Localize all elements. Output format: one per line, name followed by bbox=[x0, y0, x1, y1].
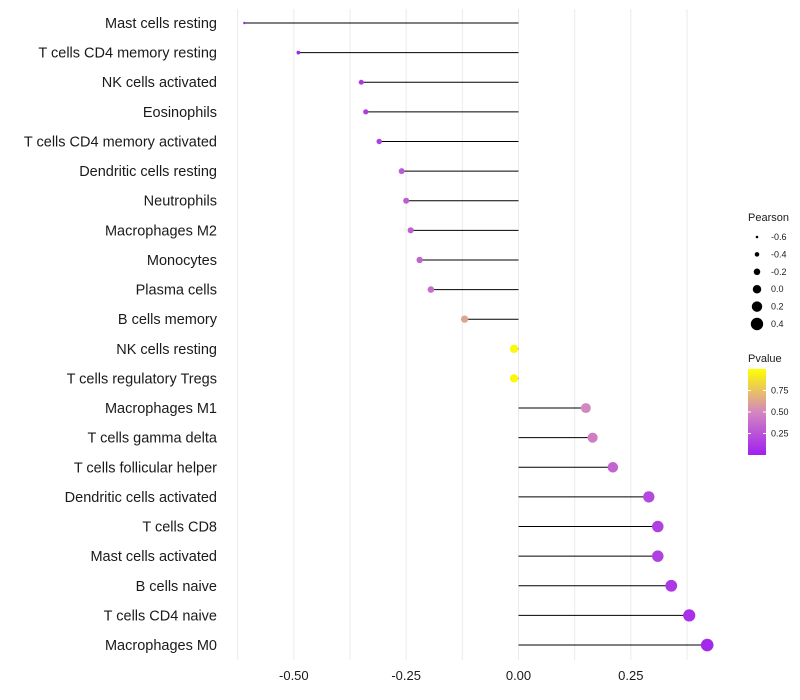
category-label-t-cells-cd4-naive: T cells CD4 naive bbox=[104, 608, 217, 624]
grid-layer bbox=[237, 9, 688, 660]
pvalue-color-legend: Pvalue 0.25 0.50 0.75 bbox=[748, 353, 789, 455]
point-nk-cells-activated[interactable] bbox=[358, 79, 364, 85]
category-label-monocytes: Monocytes bbox=[147, 253, 217, 269]
point-macrophages-m1[interactable] bbox=[580, 403, 591, 414]
pearson-size-legend: Pearson -0.6 -0.4 -0.2 0.0 0.2 0.4 bbox=[748, 212, 789, 331]
category-label-macrophages-m0: Macrophages M0 bbox=[105, 638, 217, 654]
point-t-cells-regulatory-tregs[interactable] bbox=[509, 374, 519, 383]
point-macrophages-m0[interactable] bbox=[700, 638, 714, 652]
point-t-cells-cd8[interactable] bbox=[652, 520, 664, 533]
pvalue-legend-label: 0.50 bbox=[771, 407, 789, 417]
point-t-cells-gamma-delta[interactable] bbox=[587, 432, 598, 443]
pearson-legend-key bbox=[753, 268, 761, 276]
category-label-b-cells-memory: B cells memory bbox=[118, 312, 218, 328]
category-label-plasma-cells: Plasma cells bbox=[136, 283, 217, 299]
point-dendritic-cells-activated[interactable] bbox=[643, 491, 655, 503]
point-plasma-cells[interactable] bbox=[427, 286, 435, 293]
category-label-macrophages-m2: Macrophages M2 bbox=[105, 223, 217, 239]
x-tick-label: -0.25 bbox=[391, 668, 421, 683]
pvalue-colorbar bbox=[748, 369, 766, 455]
x-axis: -0.50 -0.25 0.00 0.25 bbox=[279, 668, 643, 683]
point-eosinophils[interactable] bbox=[363, 109, 369, 115]
x-tick-label: 0.00 bbox=[506, 668, 531, 683]
pearson-legend-label: -0.4 bbox=[771, 249, 787, 259]
pvalue-legend-label: 0.25 bbox=[771, 429, 789, 439]
pearson-legend-key bbox=[754, 252, 760, 257]
point-b-cells-naive[interactable] bbox=[665, 579, 678, 592]
point-mast-cells-resting[interactable] bbox=[243, 21, 246, 25]
category-label-t-cells-gamma-delta: T cells gamma delta bbox=[88, 431, 218, 447]
pearson-legend-label: -0.2 bbox=[771, 267, 787, 277]
category-label-b-cells-naive: B cells naive bbox=[136, 579, 217, 595]
category-label-nk-cells-resting: NK cells resting bbox=[116, 342, 217, 358]
pearson-legend-label: 0.0 bbox=[771, 284, 784, 294]
category-label-neutrophils: Neutrophils bbox=[144, 194, 217, 210]
pearson-legend-title: Pearson bbox=[748, 212, 789, 224]
pearson-legend-key bbox=[750, 317, 764, 331]
point-dendritic-cells-resting[interactable] bbox=[398, 168, 405, 175]
x-tick-label: 0.25 bbox=[618, 668, 643, 683]
category-label-dendritic-cells-activated: Dendritic cells activated bbox=[65, 490, 217, 506]
category-label-dendritic-cells-resting: Dendritic cells resting bbox=[79, 164, 217, 180]
point-layer bbox=[243, 21, 714, 652]
stem-layer bbox=[244, 22, 708, 646]
point-t-cells-cd4-memory-activated[interactable] bbox=[376, 138, 382, 145]
category-label-macrophages-m1: Macrophages M1 bbox=[105, 401, 217, 417]
x-tick-label: -0.50 bbox=[279, 668, 309, 683]
pearson-legend-key bbox=[752, 284, 762, 294]
point-macrophages-m2[interactable] bbox=[407, 227, 414, 234]
point-neutrophils[interactable] bbox=[403, 197, 410, 204]
category-label-mast-cells-activated: Mast cells activated bbox=[90, 549, 217, 565]
category-label-t-cells-follicular-helper: T cells follicular helper bbox=[74, 460, 217, 476]
category-label-t-cells-cd8: T cells CD8 bbox=[142, 520, 217, 536]
point-nk-cells-resting[interactable] bbox=[509, 344, 519, 354]
category-label-mast-cells-resting: Mast cells resting bbox=[105, 16, 217, 32]
pearson-legend-label: 0.4 bbox=[771, 319, 784, 329]
category-label-t-cells-cd4-memory-activated: T cells CD4 memory activated bbox=[24, 134, 217, 150]
category-label-t-cells-regulatory-tregs: T cells regulatory Tregs bbox=[67, 371, 217, 387]
pearson-legend-key bbox=[755, 235, 759, 239]
category-label-t-cells-cd4-memory-resting: T cells CD4 memory resting bbox=[38, 46, 217, 62]
point-t-cells-cd4-naive[interactable] bbox=[683, 609, 696, 622]
category-label-eosinophils: Eosinophils bbox=[143, 105, 217, 121]
point-mast-cells-activated[interactable] bbox=[652, 550, 664, 562]
pearson-legend-label: -0.6 bbox=[771, 232, 787, 242]
category-label-nk-cells-activated: NK cells activated bbox=[102, 75, 217, 91]
pearson-legend-key bbox=[751, 301, 763, 312]
category-axis: Mast cells resting T cells CD4 memory res… bbox=[24, 16, 218, 654]
point-t-cells-cd4-memory-resting[interactable] bbox=[296, 50, 301, 55]
point-monocytes[interactable] bbox=[416, 256, 423, 264]
pvalue-legend-label: 0.75 bbox=[771, 386, 789, 396]
point-t-cells-follicular-helper[interactable] bbox=[607, 462, 619, 473]
pearson-legend-label: 0.2 bbox=[771, 302, 784, 312]
point-b-cells-memory[interactable] bbox=[460, 315, 469, 323]
pvalue-legend-title: Pvalue bbox=[748, 353, 782, 365]
